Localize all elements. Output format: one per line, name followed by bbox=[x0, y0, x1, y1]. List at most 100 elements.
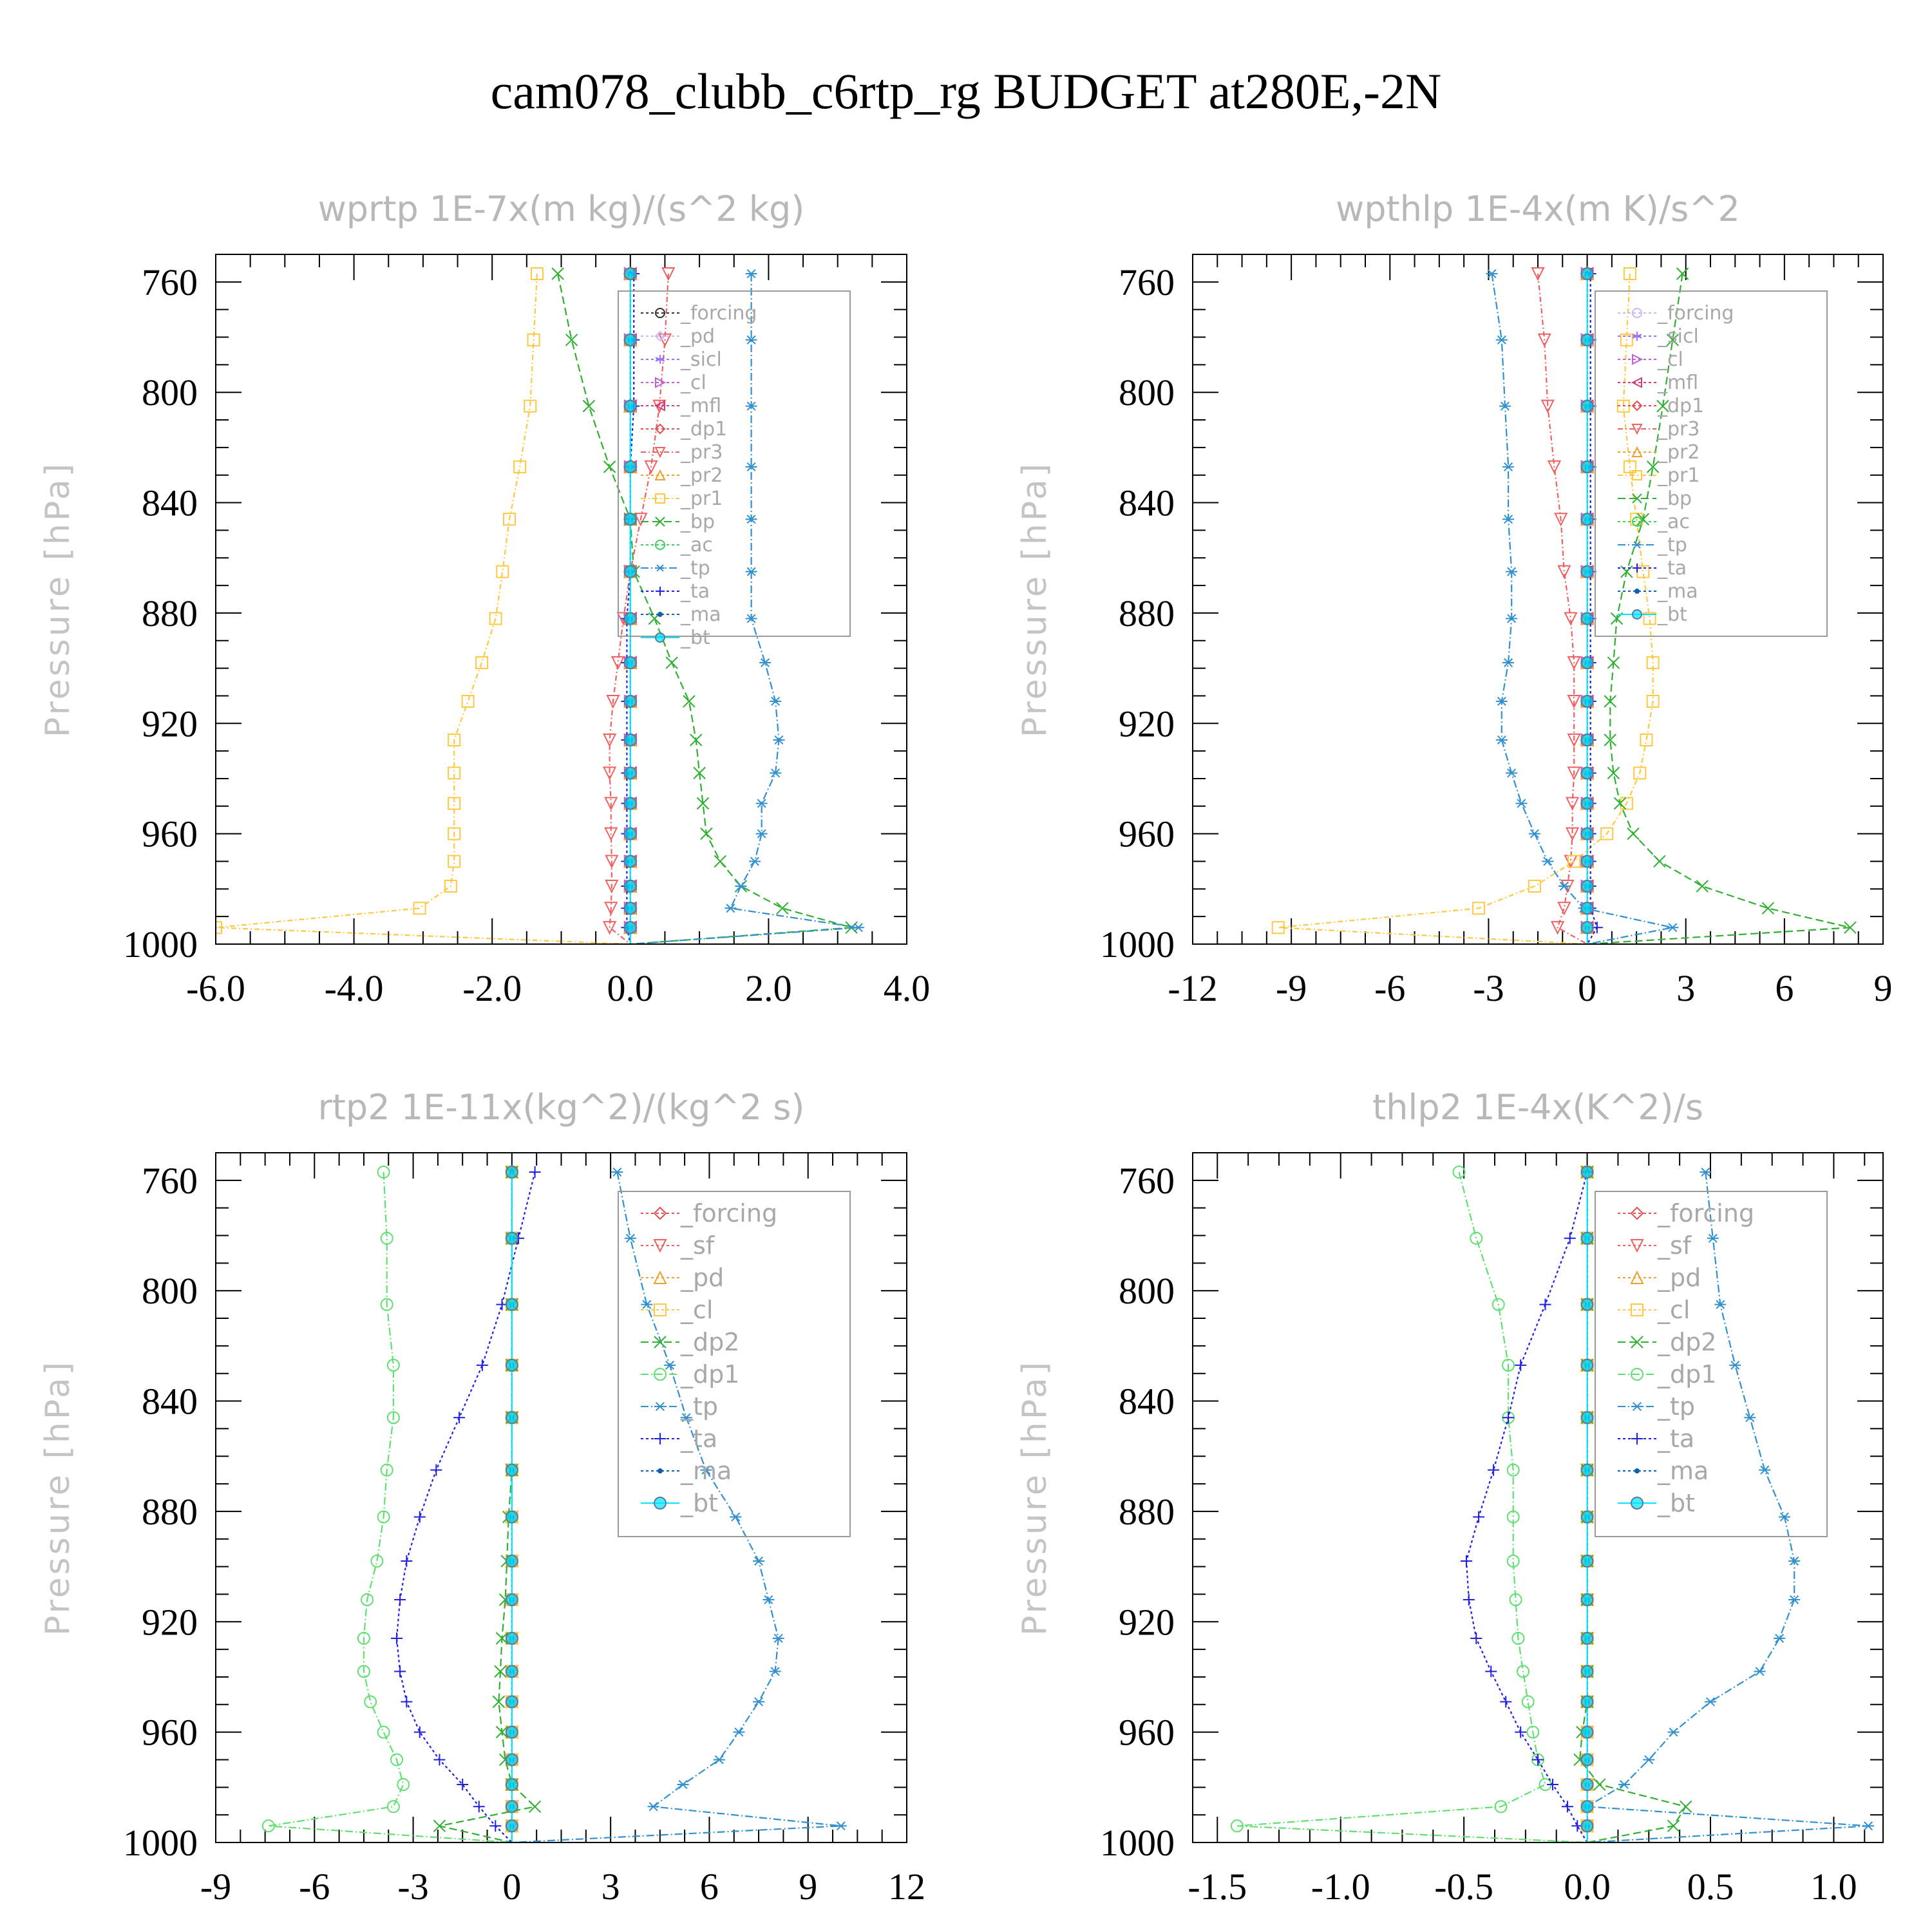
series-line-bp bbox=[557, 273, 852, 944]
legend-label: _forcing bbox=[680, 1199, 777, 1227]
data-point bbox=[641, 1300, 653, 1309]
data-point bbox=[1580, 733, 1594, 746]
series-line-dp1 bbox=[1236, 1171, 1587, 1842]
data-point bbox=[1607, 656, 1620, 669]
series-ta bbox=[1460, 1166, 1593, 1842]
y-axis-label: Pressure [hPa] bbox=[39, 461, 77, 737]
data-point bbox=[1506, 768, 1518, 778]
data-point bbox=[1539, 1298, 1551, 1311]
series-tp bbox=[1581, 1167, 1875, 1842]
data-point bbox=[1517, 1665, 1530, 1678]
data-point bbox=[644, 460, 658, 475]
legend-marker bbox=[654, 400, 665, 412]
data-point bbox=[1452, 1165, 1466, 1179]
plot-frame bbox=[1192, 1152, 1884, 1843]
data-point bbox=[769, 1667, 781, 1676]
data-point bbox=[505, 1725, 518, 1739]
legend-marker bbox=[655, 493, 665, 504]
legend-label: _bt bbox=[680, 627, 710, 649]
data-point bbox=[602, 921, 617, 935]
data-point bbox=[748, 857, 761, 866]
data-point bbox=[505, 1463, 518, 1477]
series-line-dp1 bbox=[268, 1171, 512, 1842]
x-tick-label: 6 bbox=[1775, 967, 1794, 1009]
data-point bbox=[680, 1413, 692, 1423]
x-tick-label: 9 bbox=[799, 1866, 817, 1908]
data-point bbox=[505, 1753, 518, 1766]
data-point bbox=[753, 1557, 765, 1566]
legend-label: _cl bbox=[1657, 1296, 1690, 1324]
data-point bbox=[1580, 1463, 1594, 1477]
data-point bbox=[1515, 799, 1528, 808]
data-point bbox=[496, 565, 509, 578]
data-point bbox=[1580, 827, 1594, 840]
data-point bbox=[489, 612, 502, 625]
data-point bbox=[1500, 1696, 1512, 1708]
legend-label: _bt bbox=[1657, 603, 1687, 626]
data-point bbox=[602, 733, 617, 748]
series-dp1 bbox=[261, 1165, 512, 1842]
legend-label: _tp bbox=[1657, 1392, 1695, 1421]
y-tick-label: 920 bbox=[142, 1601, 198, 1643]
data-point bbox=[1488, 1464, 1500, 1476]
data-point bbox=[1502, 1412, 1515, 1424]
data-point bbox=[772, 1633, 784, 1643]
legend-marker bbox=[654, 1368, 667, 1381]
data-point bbox=[1558, 882, 1570, 891]
data-point bbox=[1700, 1167, 1712, 1177]
data-point bbox=[1557, 902, 1571, 916]
panel-4: thlp2 1E-4x(K^2)/s Pressure [hPa] 760 800 84… bbox=[1016, 1087, 1884, 1908]
data-point bbox=[1623, 460, 1636, 473]
data-point bbox=[1567, 656, 1581, 670]
data-point bbox=[1567, 695, 1581, 709]
data-point bbox=[762, 1595, 775, 1605]
data-point bbox=[745, 335, 757, 345]
data-point bbox=[448, 855, 461, 868]
y-tick-label: 760 bbox=[1119, 261, 1175, 303]
legend-marker bbox=[1632, 332, 1642, 341]
data-point bbox=[1502, 515, 1515, 524]
y-tick-label: 800 bbox=[1119, 1270, 1175, 1312]
legend-marker bbox=[656, 564, 665, 572]
legend-marker bbox=[654, 469, 666, 480]
data-point bbox=[1271, 921, 1285, 934]
data-point bbox=[216, 921, 222, 934]
y-tick-label: 1000 bbox=[123, 923, 198, 965]
data-point bbox=[1759, 1465, 1771, 1475]
series-line-tp bbox=[511, 1171, 841, 1842]
legend-marker bbox=[655, 540, 665, 550]
legend-label: _ta bbox=[680, 580, 710, 603]
data-point bbox=[1600, 827, 1614, 840]
data-point bbox=[1580, 565, 1594, 578]
data-point bbox=[1580, 797, 1594, 810]
legend-marker bbox=[655, 516, 665, 527]
data-point bbox=[505, 1411, 518, 1425]
panel-3: rtp2 1E-11x(kg^2)/(kg^2 s) Pressure [hPa]… bbox=[39, 1087, 925, 1908]
legend-label: _pd bbox=[680, 325, 715, 348]
legend: _forcing _sf _pd _cl _dp2 _dp1 _tp _ta _ma _bt bbox=[1595, 1191, 1828, 1537]
data-point bbox=[623, 333, 637, 346]
data-point bbox=[505, 1800, 518, 1814]
data-point bbox=[495, 1725, 509, 1739]
data-point bbox=[1460, 1555, 1472, 1567]
data-point bbox=[1521, 1695, 1535, 1709]
x-tick-label: 6 bbox=[700, 1866, 719, 1908]
legend-marker bbox=[655, 355, 665, 364]
data-point bbox=[611, 1167, 623, 1177]
legend-label: _tp bbox=[680, 557, 710, 580]
data-point bbox=[1542, 857, 1554, 866]
data-point bbox=[492, 1695, 506, 1709]
data-point bbox=[724, 904, 737, 913]
data-point bbox=[690, 734, 703, 746]
data-point bbox=[1546, 1779, 1558, 1791]
legend-marker bbox=[655, 632, 665, 643]
figure-title: cam078_clubb_c6rtp_rg BUDGET at280E,-2N bbox=[491, 63, 1442, 119]
legend-marker bbox=[1634, 589, 1640, 594]
data-point bbox=[1537, 333, 1551, 348]
data-point bbox=[1580, 1510, 1594, 1524]
data-point bbox=[377, 1510, 390, 1524]
data-point bbox=[661, 267, 676, 281]
legend-marker bbox=[654, 1401, 666, 1412]
data-point bbox=[551, 267, 564, 280]
series-line-pr1 bbox=[216, 273, 630, 944]
